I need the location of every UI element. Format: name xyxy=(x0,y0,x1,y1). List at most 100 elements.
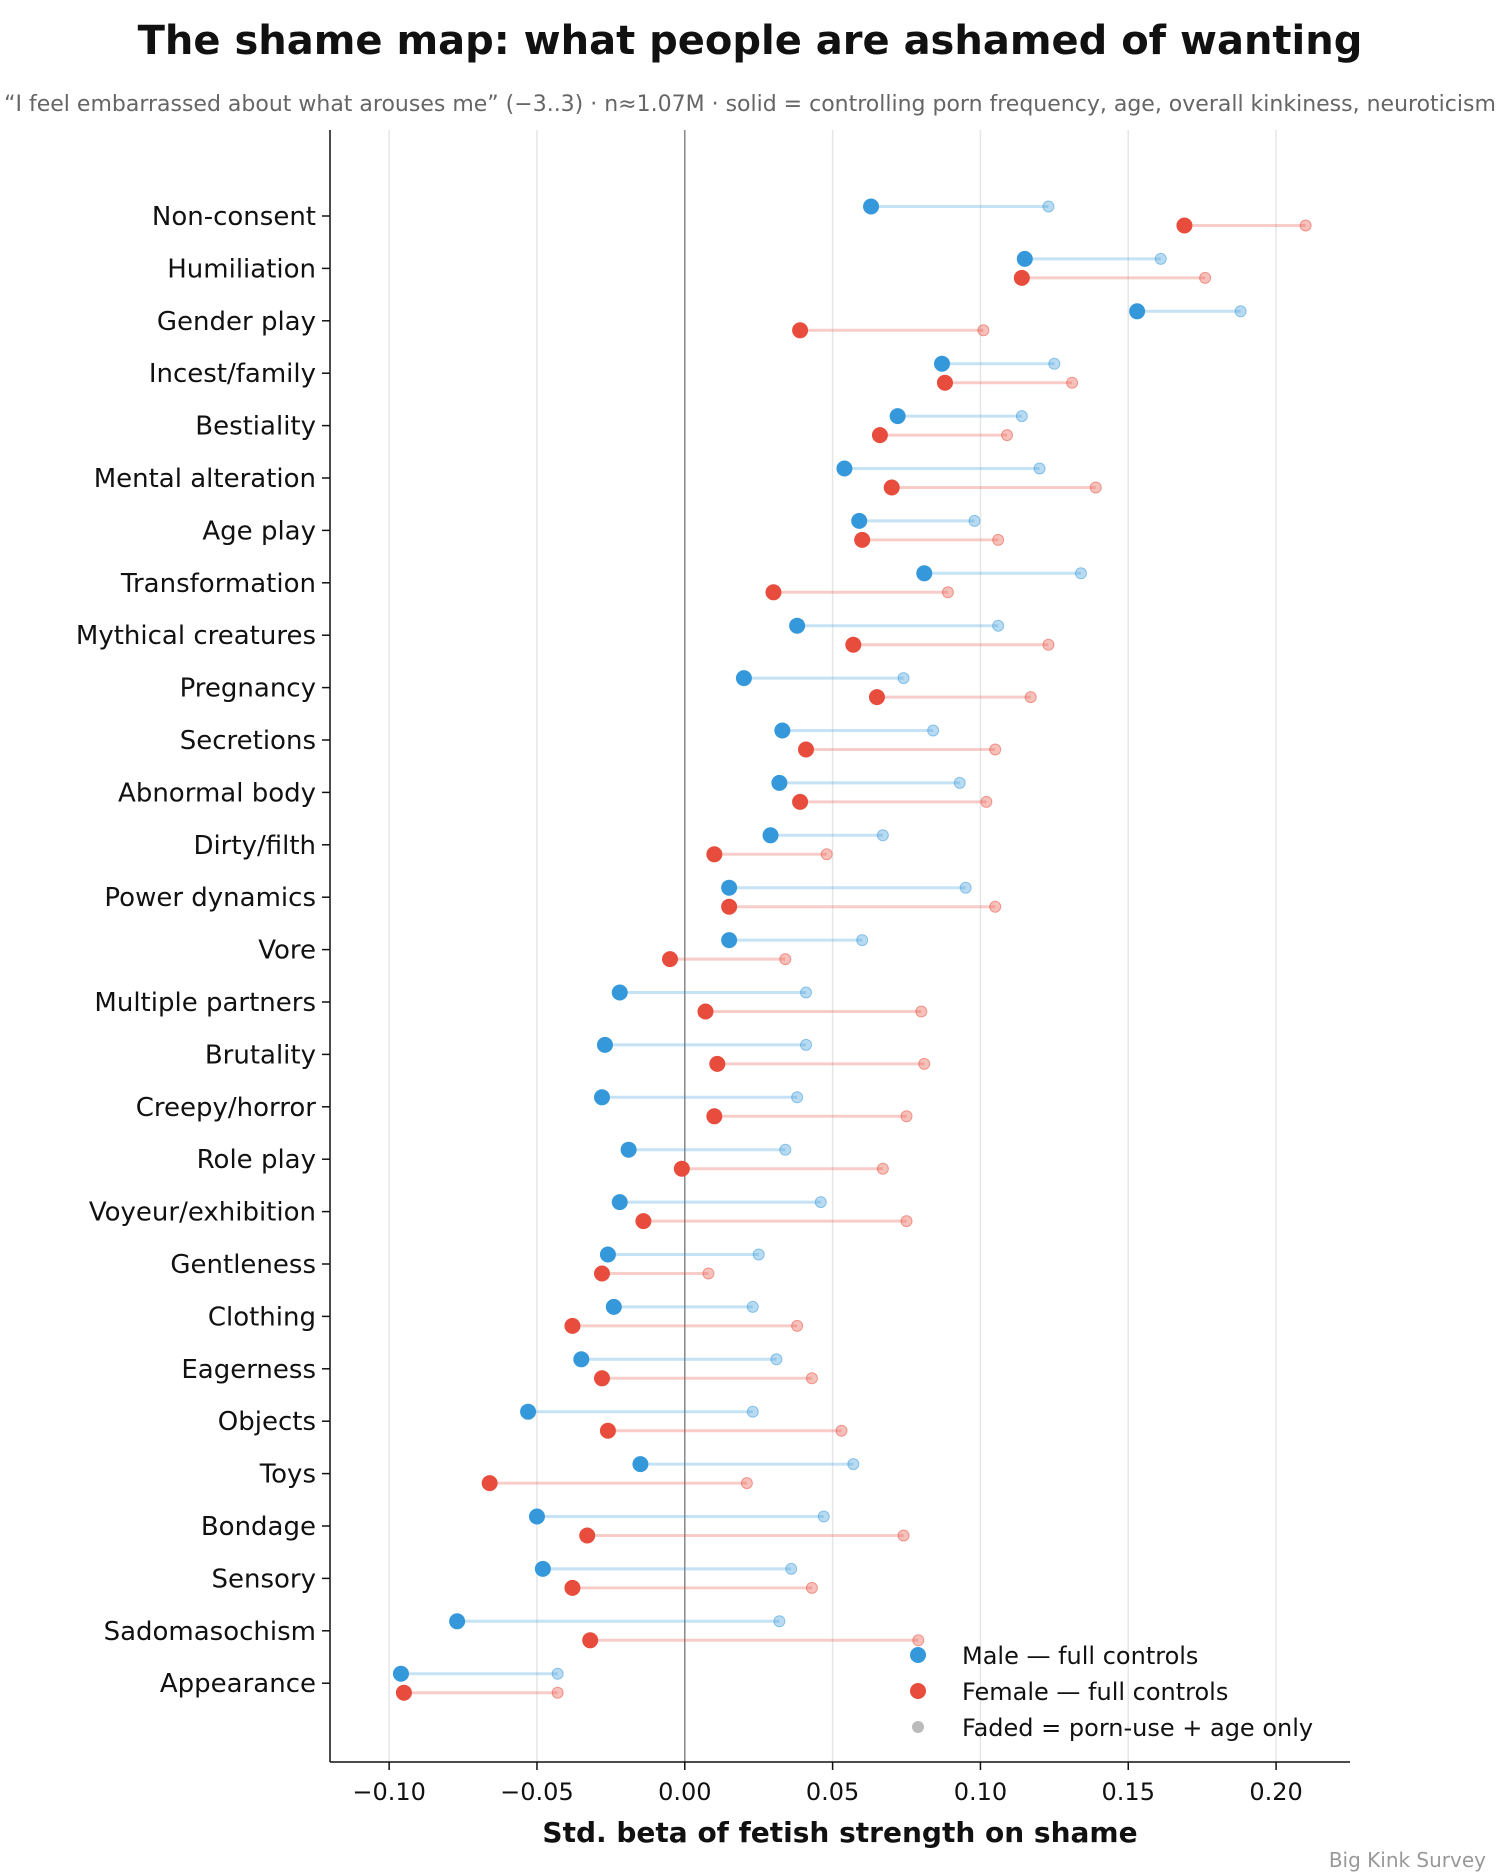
female-partial-point xyxy=(897,1529,910,1542)
female-partial-point xyxy=(740,1477,753,1490)
male-partial-point xyxy=(876,829,889,842)
female-partial-point xyxy=(1024,691,1037,704)
legend-entry: Male — full controls xyxy=(962,1642,1198,1670)
female-partial-point xyxy=(551,1686,564,1699)
male-full-point xyxy=(771,774,788,791)
male-full-point xyxy=(789,617,806,634)
legend-marker xyxy=(912,1721,924,1733)
category-label: Role play xyxy=(197,1145,316,1175)
male-full-point xyxy=(836,460,853,477)
male-partial-point xyxy=(953,776,966,789)
legend-entry: Faded = porn-use + age only xyxy=(962,1714,1313,1742)
category-label: Mythical creatures xyxy=(76,621,316,651)
male-partial-point xyxy=(847,1458,860,1471)
male-full-point xyxy=(721,932,738,949)
female-partial-point xyxy=(1001,429,1014,442)
male-partial-point xyxy=(746,1300,759,1313)
female-full-point xyxy=(635,1213,652,1230)
category-label: Brutality xyxy=(205,1040,316,1070)
female-full-point xyxy=(594,1370,610,1387)
category-label: Bondage xyxy=(201,1512,316,1542)
male-partial-point xyxy=(773,1615,786,1628)
female-full-point xyxy=(1013,269,1030,286)
male-full-point xyxy=(449,1613,466,1630)
category-label: Incest/family xyxy=(149,359,316,389)
male-partial-point xyxy=(959,881,972,894)
female-partial-point xyxy=(1199,271,1212,284)
female-full-point xyxy=(854,531,871,548)
category-label: Bestiality xyxy=(195,412,316,442)
male-partial-point xyxy=(856,934,869,947)
female-partial-point xyxy=(835,1424,848,1437)
male-partial-point xyxy=(927,724,940,737)
female-full-point xyxy=(395,1684,412,1701)
female-partial-point xyxy=(900,1110,913,1123)
female-partial-point xyxy=(912,1634,925,1647)
category-label: Age play xyxy=(202,516,316,546)
female-partial-point xyxy=(980,795,993,808)
female-partial-point xyxy=(992,533,1005,546)
female-partial-point xyxy=(779,953,792,966)
female-full-point xyxy=(1176,217,1193,234)
male-full-point xyxy=(889,408,906,425)
female-partial-point xyxy=(1042,638,1055,651)
male-full-point xyxy=(528,1508,545,1525)
chart-subtitle: “I feel embarrassed about what arouses m… xyxy=(4,92,1496,117)
male-full-point xyxy=(632,1456,649,1473)
female-partial-point xyxy=(805,1372,818,1385)
female-full-point xyxy=(883,479,900,496)
female-full-point xyxy=(697,1003,714,1020)
category-label: Power dynamics xyxy=(104,883,316,913)
legend-marker xyxy=(910,1683,926,1699)
female-full-point xyxy=(792,322,809,339)
female-partial-point xyxy=(915,1005,928,1018)
male-partial-point xyxy=(551,1667,564,1680)
x-tick-label: −0.10 xyxy=(352,1778,426,1806)
male-full-point xyxy=(611,1194,628,1211)
male-partial-point xyxy=(785,1562,798,1575)
category-label: Humiliation xyxy=(167,254,316,284)
male-partial-point xyxy=(968,514,981,527)
male-partial-point xyxy=(1015,410,1028,423)
male-full-point xyxy=(863,198,880,215)
female-partial-point xyxy=(1299,219,1312,232)
male-partial-point xyxy=(746,1405,759,1418)
male-full-point xyxy=(599,1246,616,1263)
category-label: Transformation xyxy=(120,569,316,599)
male-full-point xyxy=(605,1298,622,1315)
male-full-point xyxy=(520,1403,537,1420)
x-tick-label: −0.05 xyxy=(500,1778,574,1806)
x-tick-label: 0.15 xyxy=(1102,1778,1155,1806)
female-full-point xyxy=(706,846,723,863)
x-tick-label: 0.05 xyxy=(806,1778,859,1806)
male-full-point xyxy=(774,722,791,739)
category-label: Toys xyxy=(259,1460,316,1490)
category-label: Secretions xyxy=(180,726,316,756)
category-label: Multiple partners xyxy=(94,988,316,1018)
category-label: Abnormal body xyxy=(118,778,316,808)
female-partial-point xyxy=(900,1215,913,1228)
male-partial-point xyxy=(1234,305,1247,318)
female-full-point xyxy=(792,793,809,810)
male-partial-point xyxy=(992,619,1005,632)
male-partial-point xyxy=(1154,252,1167,265)
female-partial-point xyxy=(791,1319,804,1332)
female-full-point xyxy=(871,427,888,444)
female-partial-point xyxy=(989,743,1002,756)
male-full-point xyxy=(934,355,950,372)
female-partial-point xyxy=(805,1581,818,1594)
male-full-point xyxy=(916,565,933,582)
female-full-point xyxy=(582,1632,599,1649)
female-partial-point xyxy=(1066,376,1079,389)
female-full-point xyxy=(564,1579,581,1596)
category-label: Vore xyxy=(258,936,316,966)
female-full-point xyxy=(673,1160,690,1177)
female-full-point xyxy=(868,689,885,706)
female-full-point xyxy=(798,741,814,758)
male-partial-point xyxy=(800,1038,812,1051)
category-label: Dirty/filth xyxy=(193,831,316,861)
female-full-point xyxy=(845,636,862,653)
x-tick-label: 0.00 xyxy=(658,1778,711,1806)
female-full-point xyxy=(765,584,782,601)
